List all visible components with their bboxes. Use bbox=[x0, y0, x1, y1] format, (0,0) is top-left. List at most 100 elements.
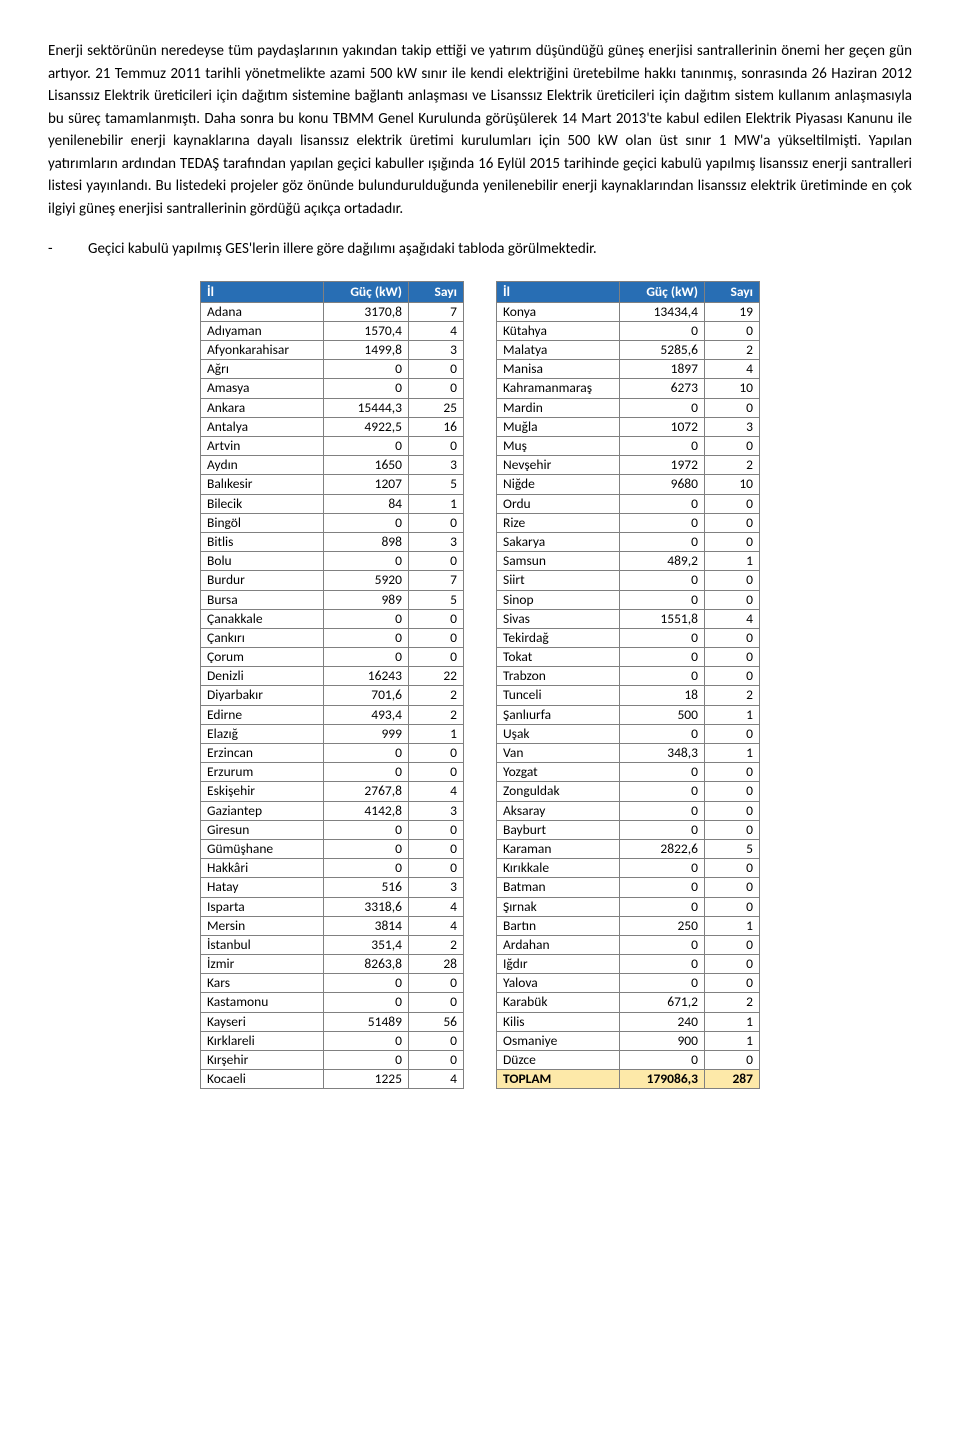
table-row: Kocaeli12254 bbox=[201, 1070, 464, 1089]
table-row: Tekirdağ00 bbox=[497, 628, 760, 647]
cell-count: 2 bbox=[705, 341, 760, 360]
cell-city: Bursa bbox=[201, 590, 324, 609]
cell-count: 0 bbox=[705, 513, 760, 532]
cell-count: 1 bbox=[409, 724, 464, 743]
table-row: Burdur59207 bbox=[201, 571, 464, 590]
cell-count: 2 bbox=[705, 456, 760, 475]
cell-city: Amasya bbox=[201, 379, 324, 398]
table-row: Samsun489,21 bbox=[497, 552, 760, 571]
cell-count: 0 bbox=[705, 935, 760, 954]
cell-power: 0 bbox=[620, 935, 705, 954]
cell-power: 0 bbox=[620, 648, 705, 667]
table-row: Konya13434,419 bbox=[497, 302, 760, 321]
cell-city: Denizli bbox=[201, 667, 324, 686]
cell-city: Eskişehir bbox=[201, 782, 324, 801]
cell-city: Muş bbox=[497, 437, 620, 456]
cell-power: 0 bbox=[620, 321, 705, 340]
cell-count: 0 bbox=[409, 628, 464, 647]
cell-power: 240 bbox=[620, 1012, 705, 1031]
cell-count: 0 bbox=[705, 897, 760, 916]
cell-city: Gaziantep bbox=[201, 801, 324, 820]
cell-count: 0 bbox=[705, 820, 760, 839]
cell-city: Kilis bbox=[497, 1012, 620, 1031]
cell-city: İzmir bbox=[201, 955, 324, 974]
table-row: Bilecik841 bbox=[201, 494, 464, 513]
cell-power: 900 bbox=[620, 1031, 705, 1050]
cell-city: Antalya bbox=[201, 417, 324, 436]
cell-city: Çankırı bbox=[201, 628, 324, 647]
cell-total-power: 179086,3 bbox=[620, 1070, 705, 1089]
table-row: Bolu00 bbox=[201, 552, 464, 571]
cell-count: 3 bbox=[409, 532, 464, 551]
table-row: Batman00 bbox=[497, 878, 760, 897]
table-row: Yozgat00 bbox=[497, 763, 760, 782]
cell-city: Kars bbox=[201, 974, 324, 993]
cell-count: 1 bbox=[409, 494, 464, 513]
cell-city: Kırşehir bbox=[201, 1051, 324, 1070]
cell-city: Batman bbox=[497, 878, 620, 897]
table-row: Çankırı00 bbox=[201, 628, 464, 647]
cell-power: 493,4 bbox=[324, 705, 409, 724]
cell-power: 2767,8 bbox=[324, 782, 409, 801]
cell-power: 1897 bbox=[620, 360, 705, 379]
cell-city: Konya bbox=[497, 302, 620, 321]
cell-count: 0 bbox=[705, 437, 760, 456]
table-row: Artvin00 bbox=[201, 437, 464, 456]
cell-power: 0 bbox=[324, 1031, 409, 1050]
cell-count: 0 bbox=[705, 801, 760, 820]
table-row: İzmir8263,828 bbox=[201, 955, 464, 974]
cell-count: 28 bbox=[409, 955, 464, 974]
table-row: Bayburt00 bbox=[497, 820, 760, 839]
table-row: Yalova00 bbox=[497, 974, 760, 993]
cell-count: 0 bbox=[409, 1051, 464, 1070]
cell-power: 250 bbox=[620, 916, 705, 935]
cell-power: 0 bbox=[620, 494, 705, 513]
table-row: Amasya00 bbox=[201, 379, 464, 398]
cell-city: Sinop bbox=[497, 590, 620, 609]
cell-city: Niğde bbox=[497, 475, 620, 494]
cell-power: 489,2 bbox=[620, 552, 705, 571]
cell-count: 16 bbox=[409, 417, 464, 436]
cell-count: 0 bbox=[705, 724, 760, 743]
cell-power: 0 bbox=[324, 552, 409, 571]
cell-power: 0 bbox=[324, 974, 409, 993]
cell-total-count: 287 bbox=[705, 1070, 760, 1089]
cell-city: Samsun bbox=[497, 552, 620, 571]
cell-count: 2 bbox=[705, 993, 760, 1012]
cell-city: Isparta bbox=[201, 897, 324, 916]
cell-power: 0 bbox=[620, 801, 705, 820]
cell-power: 516 bbox=[324, 878, 409, 897]
cell-power: 989 bbox=[324, 590, 409, 609]
cell-power: 0 bbox=[620, 571, 705, 590]
cell-city: Kocaeli bbox=[201, 1070, 324, 1089]
cell-city: Artvin bbox=[201, 437, 324, 456]
cell-count: 0 bbox=[409, 513, 464, 532]
cell-city: Ordu bbox=[497, 494, 620, 513]
cell-power: 0 bbox=[324, 993, 409, 1012]
cell-count: 0 bbox=[409, 1031, 464, 1050]
table-row: Çorum00 bbox=[201, 648, 464, 667]
cell-count: 7 bbox=[409, 571, 464, 590]
cell-power: 1207 bbox=[324, 475, 409, 494]
cell-count: 0 bbox=[705, 859, 760, 878]
cell-city: Siirt bbox=[497, 571, 620, 590]
bullet-text: Geçici kabulü yapılmış GES'lerin illere … bbox=[88, 238, 912, 261]
cell-power: 16243 bbox=[324, 667, 409, 686]
table-row: Kırıkkale00 bbox=[497, 859, 760, 878]
cell-city: Diyarbakır bbox=[201, 686, 324, 705]
table-row: Sinop00 bbox=[497, 590, 760, 609]
cell-power: 0 bbox=[620, 1051, 705, 1070]
header-power: Güç (kW) bbox=[324, 281, 409, 302]
cell-power: 0 bbox=[324, 379, 409, 398]
table-row: Gaziantep4142,83 bbox=[201, 801, 464, 820]
cell-power: 0 bbox=[620, 590, 705, 609]
table-row: Kayseri5148956 bbox=[201, 1012, 464, 1031]
cell-count: 3 bbox=[409, 341, 464, 360]
cell-count: 0 bbox=[409, 360, 464, 379]
cell-city: Osmaniye bbox=[497, 1031, 620, 1050]
cell-city: Burdur bbox=[201, 571, 324, 590]
cell-power: 1499,8 bbox=[324, 341, 409, 360]
cell-city: Nevşehir bbox=[497, 456, 620, 475]
cell-power: 0 bbox=[620, 763, 705, 782]
cell-power: 0 bbox=[324, 839, 409, 858]
